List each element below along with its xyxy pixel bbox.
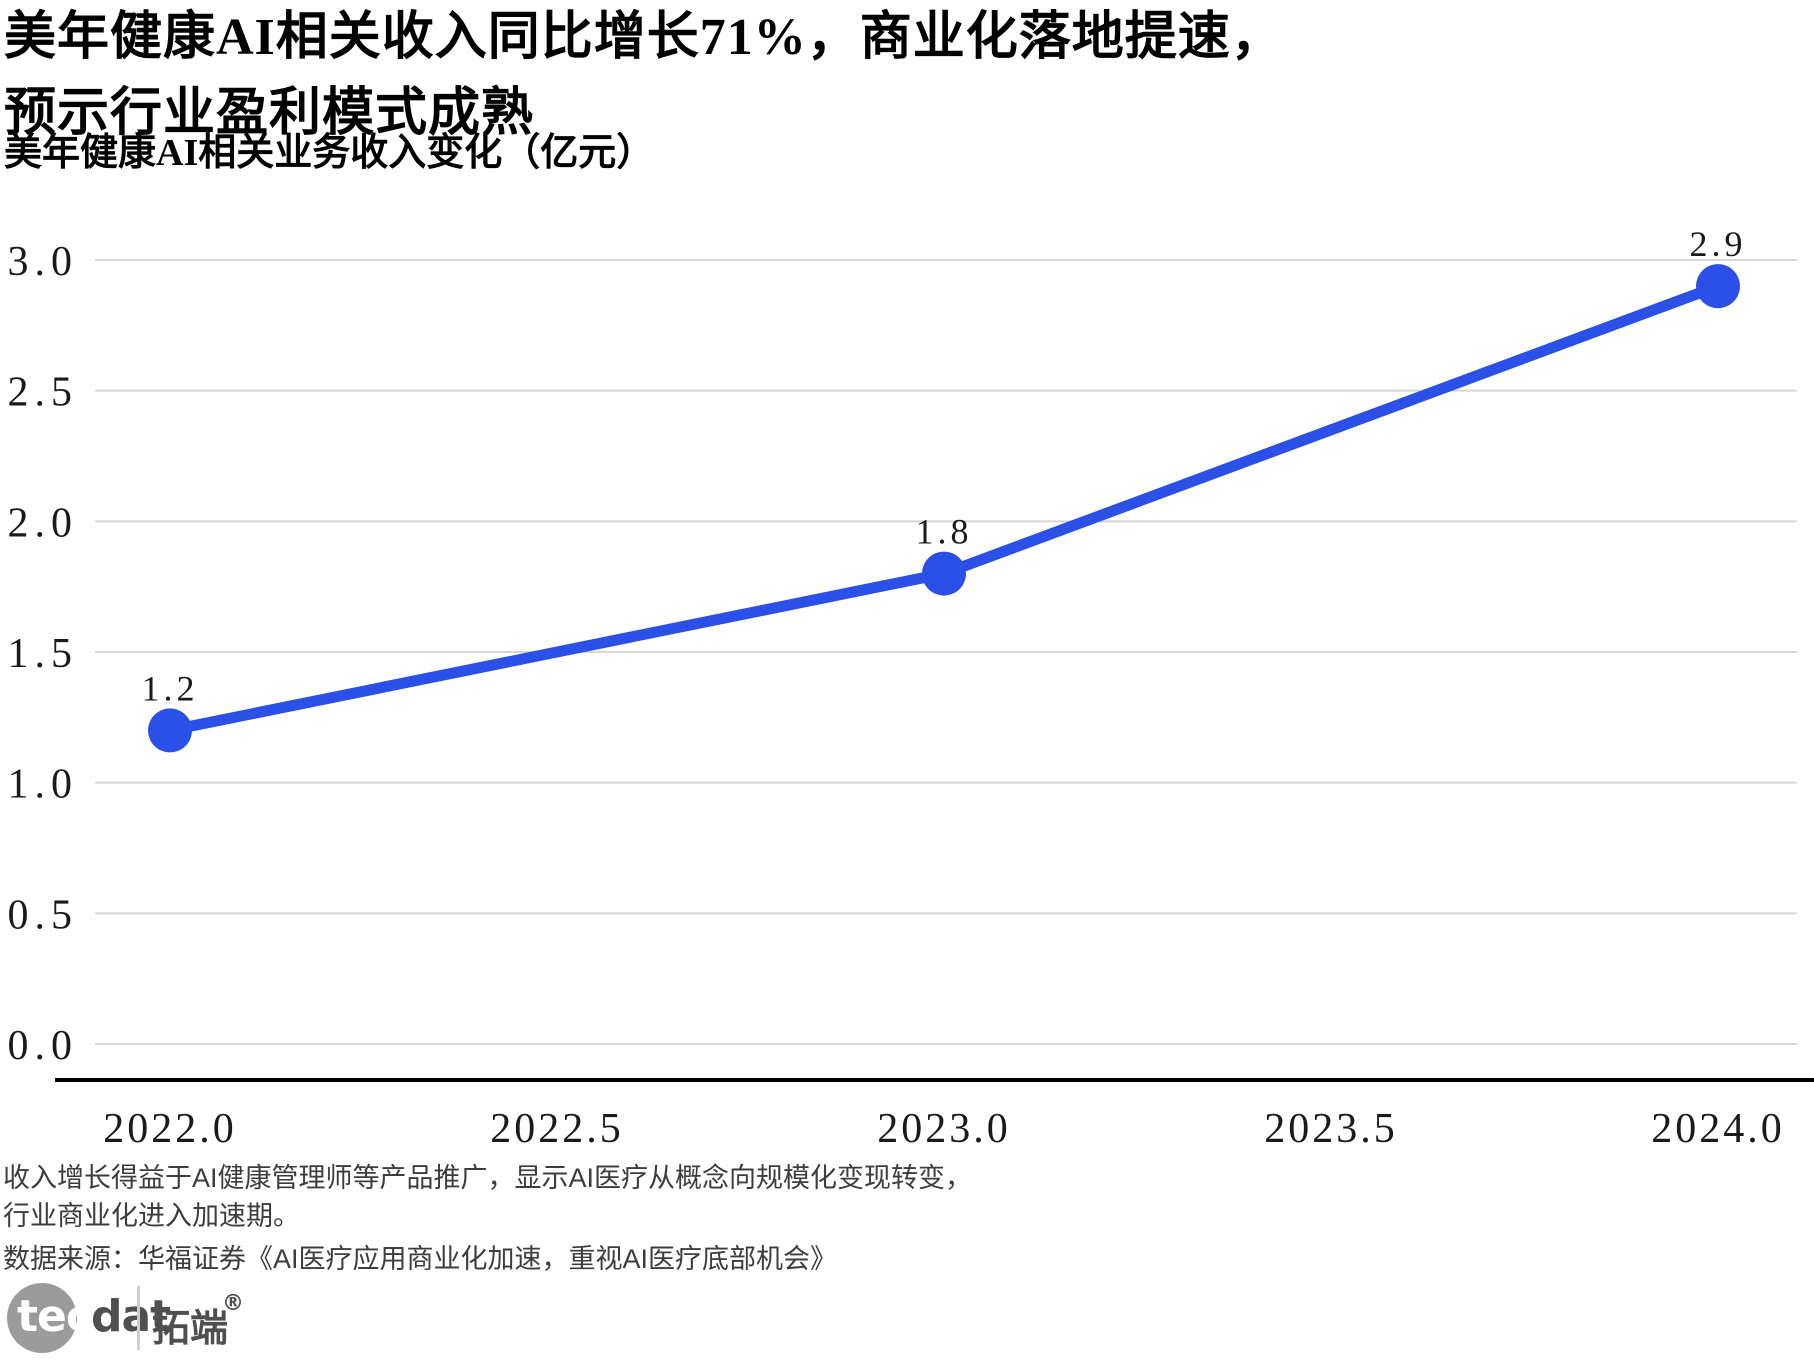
- chart-title-line1: 美年健康AI相关收入同比增长71%，商业化落地提速，: [4, 9, 1284, 66]
- data-source: 数据来源：华福证券《AI医疗应用商业化加速，重视AI医疗底部机会》: [3, 1244, 838, 1274]
- line-chart: 0.0 0.5 1.0 1.5 2.0 2.5 3.0 2022.0 2022.5 2023.0 2…: [8, 224, 1814, 1152]
- tecdat-logo: tecdat 拓端 ®: [7, 1283, 307, 1355]
- data-point-label: 1.8: [916, 512, 973, 552]
- data-point-label: 1.2: [142, 668, 199, 708]
- y-tick-label: 1.0: [8, 762, 79, 808]
- data-line: [164, 280, 1724, 736]
- logo-circle-icon: [7, 1283, 77, 1353]
- y-tick-label: 2.0: [8, 500, 79, 546]
- x-tick-label: 2022.5: [490, 1106, 624, 1152]
- data-point-label: 2.9: [1690, 224, 1747, 264]
- data-point-marker: [1696, 264, 1740, 309]
- y-tick-label: 0.5: [8, 892, 79, 938]
- footnote-line1: 收入增长得益于AI健康管理师等产品推广，显示AI医疗从概念向规模化变现转变，: [3, 1163, 973, 1193]
- x-tick-label: 2023.5: [1264, 1106, 1398, 1152]
- chart-subtitle: 美年健康AI相关业务收入变化（亿元）: [4, 132, 655, 174]
- chart-title: 美年健康AI相关收入同比增长71%，商业化落地提速， 预示行业盈利模式成熟: [4, 0, 1284, 152]
- chart-title-line2: 预示行业盈利模式成熟: [4, 85, 535, 142]
- y-tick-label: 1.5: [8, 631, 79, 677]
- logo-divider: [137, 1286, 140, 1350]
- y-tick-label: 2.5: [8, 370, 79, 416]
- data-point-marker: [148, 708, 192, 753]
- logo-latin-text: tecdat: [17, 1291, 171, 1342]
- x-tick-label: 2024.0: [1651, 1106, 1785, 1152]
- logo-latin-highlight: tec: [17, 1291, 92, 1342]
- logo-cjk-text: 拓端: [152, 1306, 229, 1350]
- data-point-marker: [922, 551, 966, 596]
- registered-trademark-icon: ®: [222, 1291, 244, 1316]
- footnote-line2: 行业商业化进入加速期。: [3, 1201, 300, 1231]
- y-tick-label: 3.0: [8, 239, 79, 285]
- y-tick-label: 0.0: [8, 1023, 79, 1069]
- x-tick-label: 2022.0: [103, 1106, 237, 1152]
- logo-latin-rest: dat: [90, 1291, 171, 1342]
- x-tick-label: 2023.0: [877, 1106, 1011, 1152]
